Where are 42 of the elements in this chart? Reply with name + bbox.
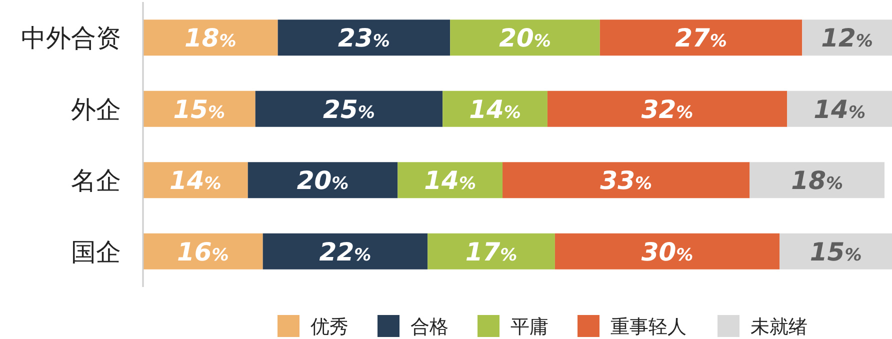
data-label: 22% [319,237,372,266]
data-label: 33% [600,166,652,196]
bar [750,162,885,198]
data-label: 14% [814,94,866,124]
bar [262,233,428,270]
data-label: 16% [177,237,229,266]
legend-label: 重事轻人 [610,316,686,338]
legend-label: 优秀 [310,316,348,338]
data-label: 15% [810,237,862,266]
bar [248,162,398,198]
legend-label: 平庸 [510,316,548,338]
bar [255,90,443,127]
data-label: 20% [296,166,349,196]
data-label: 12% [821,24,873,53]
data-label: 23% [338,24,390,53]
data-label: 14% [469,94,521,124]
bar [547,90,788,127]
legend-label: 合格 [410,316,448,338]
data-label: 25% [323,94,375,124]
bar [780,233,892,270]
y-tick-label: 名企 [71,166,121,196]
bar [450,20,600,56]
data-label: 15% [173,94,226,124]
data-label: 18% [184,24,236,53]
bar [278,20,450,56]
data-label: 14% [424,166,476,196]
bar [600,20,802,56]
bar [428,233,555,270]
y-tick-label: 中外合资 [21,24,121,53]
data-label: 27% [675,24,727,53]
data-label: 17% [465,237,518,266]
bar [143,20,278,56]
data-label: 32% [641,94,694,124]
data-label: 30% [641,237,694,266]
legend-label: 未就绪 [750,316,808,338]
y-tick-label: 国企 [71,237,121,266]
bar [554,233,780,270]
y-tick-label: 外企 [71,94,121,124]
data-label: 20% [499,24,551,53]
data-label: 18% [791,166,844,196]
bar [502,162,750,198]
data-label: 14% [170,166,222,196]
